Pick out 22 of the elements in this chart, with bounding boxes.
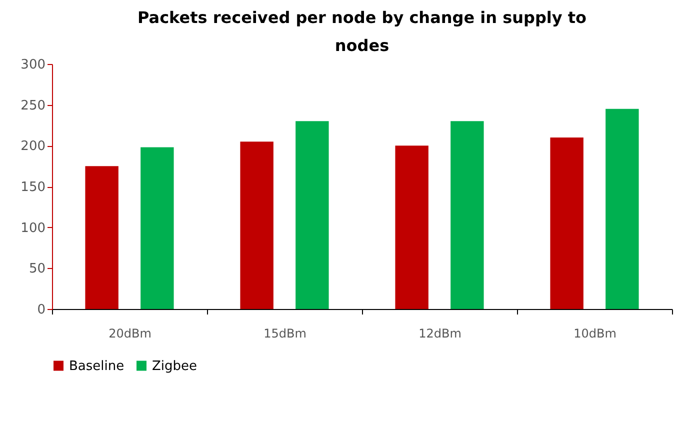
chart-title: Packets received per node by change in supply to nodes [137,8,587,55]
y-tick-label: 200 [20,139,46,154]
bar [550,138,584,309]
y-tick-label: 100 [20,220,46,236]
bar [140,147,174,309]
y-tick-label: 150 [20,180,46,195]
bar [395,146,428,309]
legend-label: Zigbee [152,358,198,374]
x-tick-label: 12dBm [418,326,462,340]
x-tick-label: 10dBm [574,326,616,340]
bar [85,166,118,309]
y-tick-label: 50 [28,262,46,277]
bar [450,121,484,309]
bar [240,142,274,309]
x-tick-label: 20dBm [108,326,152,340]
y-tick-label: 300 [20,58,46,72]
bar [296,121,329,309]
x-tick-label: 15dBm [264,326,306,340]
bar [606,108,639,309]
legend-label: Baseline [69,358,124,374]
y-tick-label: 0 [37,302,46,318]
y-tick-label: 250 [20,98,46,114]
